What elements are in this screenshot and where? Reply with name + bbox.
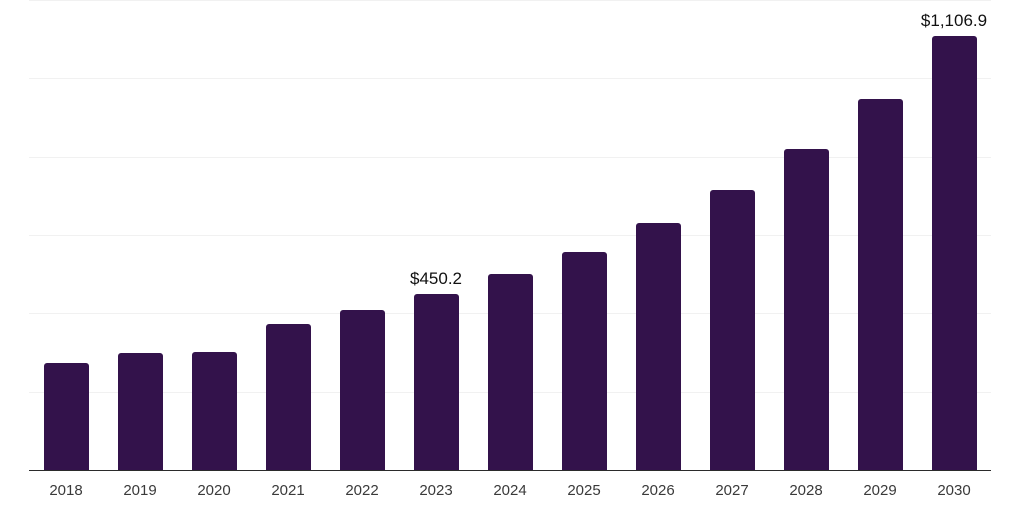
x-tick-label-2020: 2020 bbox=[197, 482, 231, 499]
x-tick-label-2019: 2019 bbox=[123, 482, 157, 499]
x-tick-label-2025: 2025 bbox=[567, 482, 601, 499]
bar-2024 bbox=[487, 274, 533, 470]
bar-2028 bbox=[783, 148, 829, 470]
x-axis-line bbox=[29, 470, 991, 471]
value-label-2023: $450.2 bbox=[410, 268, 462, 288]
x-tick-label-2021: 2021 bbox=[271, 482, 305, 499]
x-tick-label-2030: 2030 bbox=[937, 482, 971, 499]
bar-2027 bbox=[709, 189, 755, 470]
x-tick-label-2022: 2022 bbox=[345, 482, 379, 499]
gridline-600 bbox=[29, 235, 991, 236]
gridline-1200 bbox=[29, 0, 991, 1]
x-tick-label-2028: 2028 bbox=[789, 482, 823, 499]
x-tick-label-2023: 2023 bbox=[419, 482, 453, 499]
bar-2020 bbox=[191, 351, 237, 470]
bar-2018 bbox=[43, 362, 89, 470]
bar-2030 bbox=[931, 36, 977, 470]
x-tick-label-2026: 2026 bbox=[641, 482, 675, 499]
x-tick-label-2027: 2027 bbox=[715, 482, 749, 499]
bar-2022 bbox=[339, 310, 385, 470]
bar-2023 bbox=[413, 293, 459, 470]
bar-2019 bbox=[117, 352, 163, 470]
bar-2029 bbox=[857, 98, 903, 470]
gridline-800 bbox=[29, 156, 991, 158]
gridline-1000 bbox=[29, 78, 991, 80]
bar-2021 bbox=[265, 323, 311, 470]
bar-2026 bbox=[635, 222, 681, 470]
x-tick-label-2018: 2018 bbox=[49, 482, 83, 499]
x-tick-label-2029: 2029 bbox=[863, 482, 897, 499]
bar-2025 bbox=[561, 251, 607, 470]
x-tick-label-2024: 2024 bbox=[493, 482, 527, 499]
value-label-2030: $1,106.9 bbox=[920, 11, 988, 31]
